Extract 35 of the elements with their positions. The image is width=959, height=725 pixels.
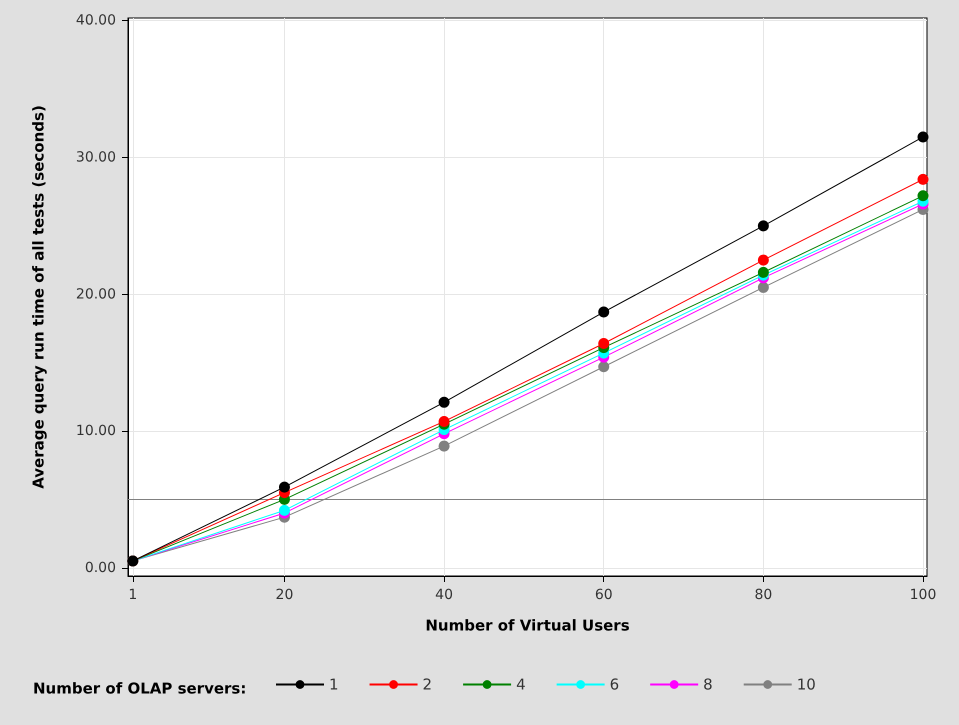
y-tick-label: 40.00 bbox=[76, 12, 116, 29]
x-tick-label: 20 bbox=[276, 587, 294, 603]
x-tick-label: 1 bbox=[128, 587, 138, 603]
y-tick-label: 0.00 bbox=[84, 560, 116, 576]
point bbox=[598, 338, 610, 349]
legend-label: 6 bbox=[610, 676, 620, 694]
point bbox=[598, 306, 610, 318]
legend-title: Number of OLAP servers: bbox=[33, 680, 246, 698]
x-axis-title: Number of Virtual Users bbox=[425, 616, 630, 634]
point bbox=[918, 131, 929, 142]
point bbox=[278, 504, 290, 516]
point bbox=[918, 190, 929, 202]
point bbox=[598, 361, 610, 372]
legend-label: 8 bbox=[703, 676, 713, 694]
legend-label: 1 bbox=[329, 676, 339, 694]
point bbox=[758, 282, 769, 293]
y-tick-label: 30.00 bbox=[76, 150, 116, 166]
x-tick-label: 40 bbox=[435, 587, 453, 603]
x-tick-label: 80 bbox=[754, 587, 772, 603]
point bbox=[758, 266, 769, 278]
point bbox=[758, 220, 769, 232]
y-axis-title: Average query run time of all tests (seconds) bbox=[30, 105, 48, 489]
legend-label: 10 bbox=[796, 676, 816, 694]
x-tick-label: 60 bbox=[594, 587, 613, 603]
y-tick-label: 10.00 bbox=[76, 423, 116, 440]
point bbox=[438, 416, 450, 427]
x-tick-label: 100 bbox=[910, 587, 936, 603]
point bbox=[278, 482, 290, 493]
legend-label: 2 bbox=[422, 676, 432, 694]
point bbox=[438, 440, 450, 452]
point bbox=[918, 174, 929, 185]
legend-label: 4 bbox=[516, 676, 526, 694]
y-tick-label: 20.00 bbox=[76, 286, 116, 302]
point bbox=[758, 254, 769, 266]
point bbox=[438, 396, 450, 408]
